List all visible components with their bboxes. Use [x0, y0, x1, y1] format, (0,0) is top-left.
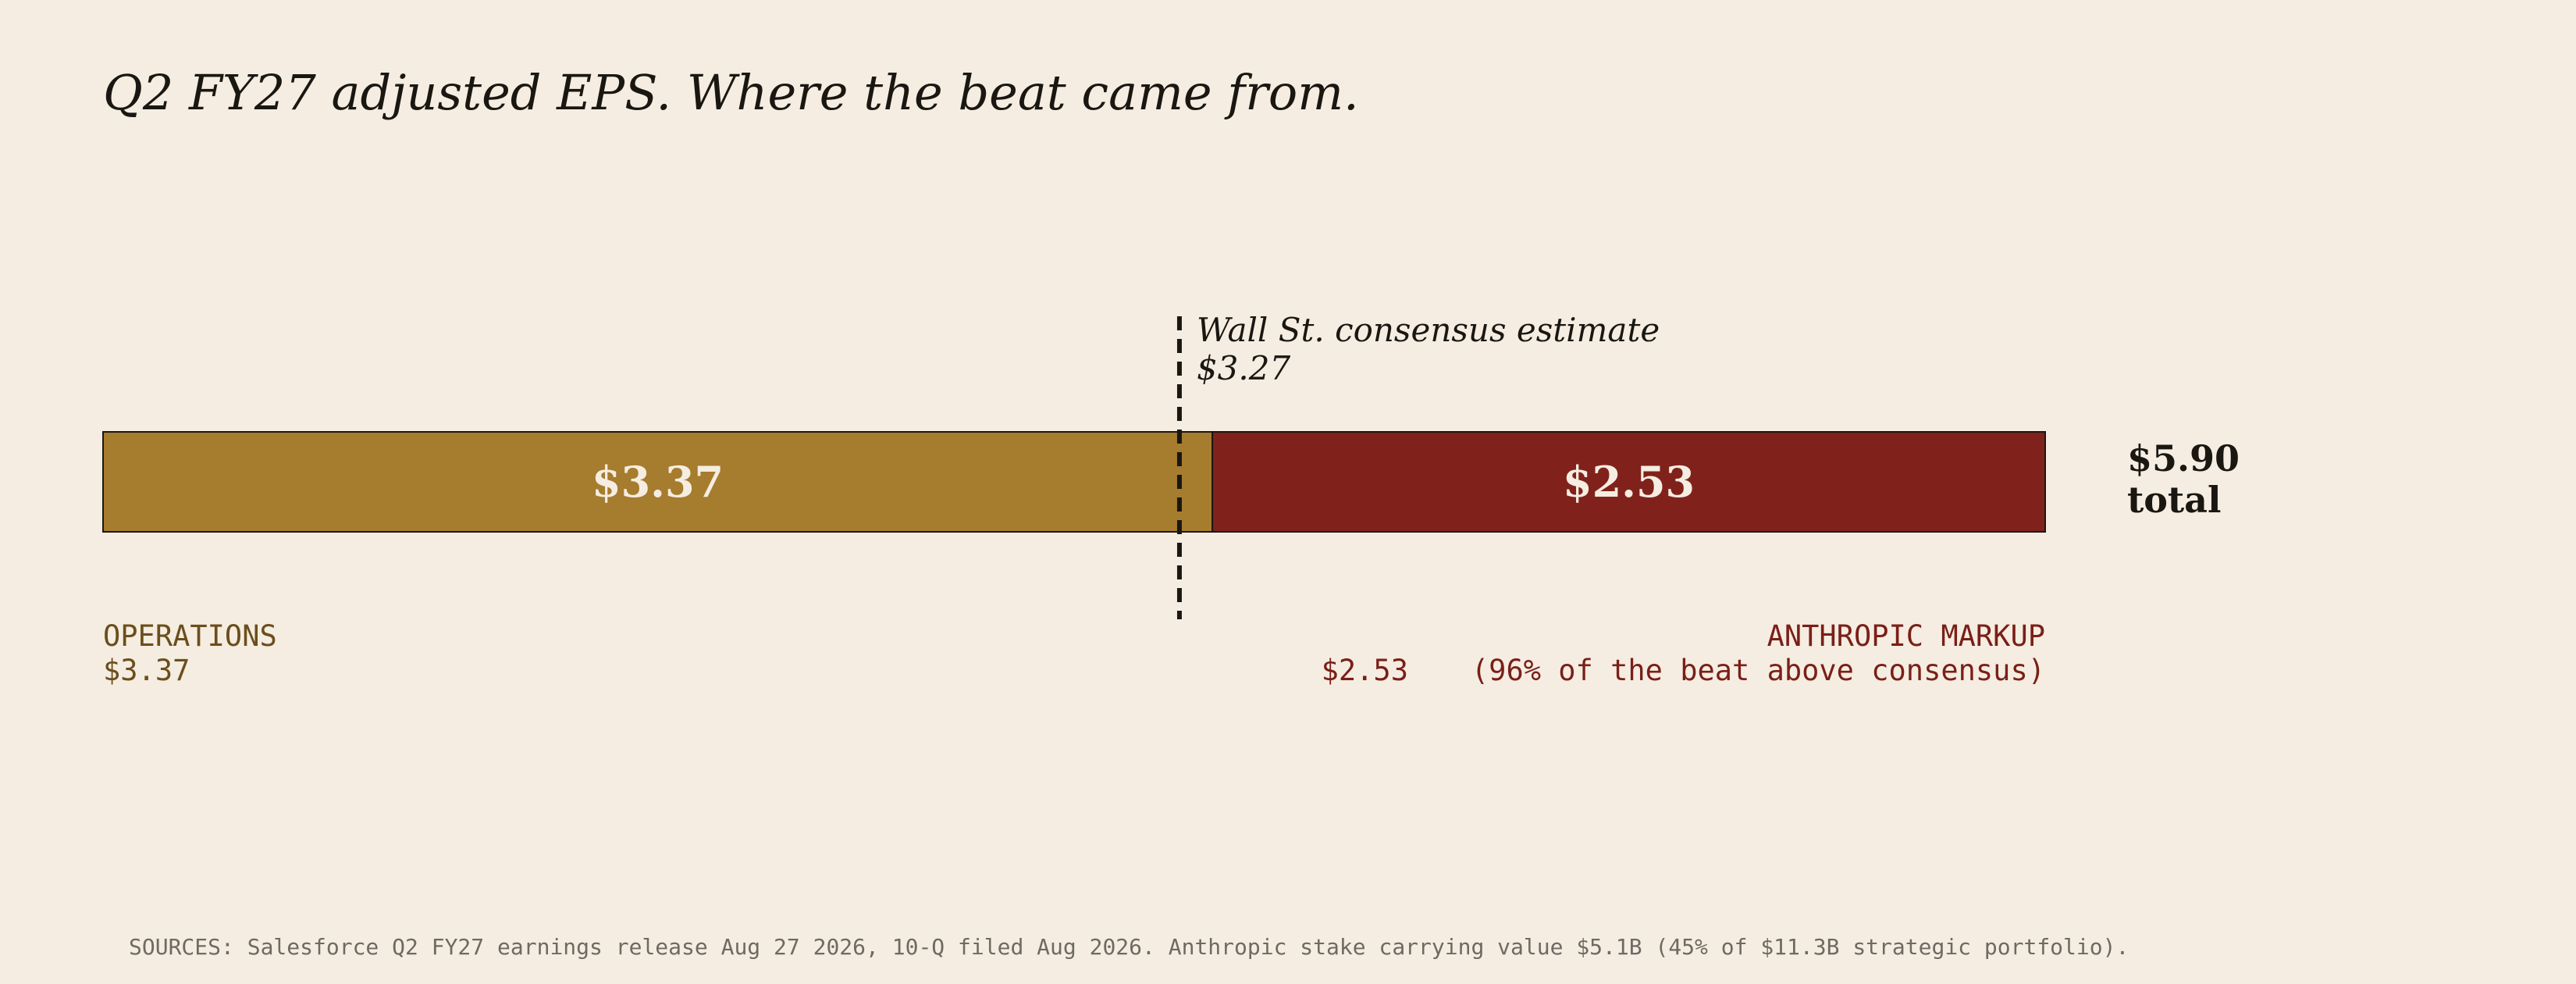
- stacked-bar: $3.37 $2.53: [102, 431, 2046, 533]
- bar-operations: [102, 431, 1214, 533]
- anthropic-caption-name: ANTHROPIC MARKUP: [1767, 619, 2045, 653]
- sources-footnote: SOURCES: Salesforce Q2 FY27 earnings rel…: [129, 934, 2129, 960]
- bar-label-anthropic: $2.53: [1563, 457, 1695, 507]
- bar-label-operations: $3.37: [592, 457, 724, 507]
- total-value: $5.90: [2127, 437, 2240, 480]
- total-label: total: [2127, 479, 2221, 521]
- chart-title: Q2 FY27 adjusted EPS. Where the beat cam…: [103, 64, 1359, 121]
- operations-caption-value: $3.37: [103, 654, 190, 687]
- consensus-value: $3.27: [1197, 349, 1291, 387]
- consensus-label: Wall St. consensus estimate: [1197, 311, 1660, 349]
- anthropic-caption-value: $2.53: [1322, 654, 1408, 687]
- operations-caption-name: OPERATIONS: [103, 619, 277, 653]
- bar-anthropic: [1212, 431, 2046, 533]
- anthropic-caption-note: (96% of the beat above consensus): [1471, 654, 2045, 687]
